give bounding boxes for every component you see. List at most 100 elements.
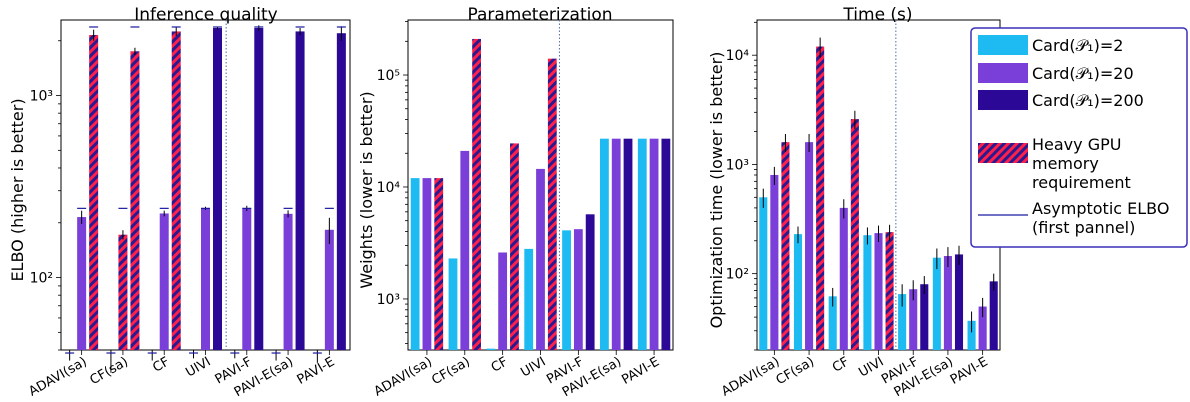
x-tick-label: PAVI-E (619, 354, 662, 387)
bar (460, 150, 470, 350)
x-tick-label: CF(sa) (88, 354, 131, 388)
panel-inference-quality: Inference quality ELBO (higher is better… (8, 5, 351, 400)
bar (524, 248, 534, 350)
legend-label-asymptote: Asymptotic ELBO (first pannel) (1032, 199, 1175, 237)
legend-label-card200: Card(𝒫₁)=200 (1032, 91, 1144, 110)
y-tick-label: 10² (30, 271, 53, 287)
x-tick-label: ADAVI(sa) (26, 354, 89, 399)
bar (562, 230, 571, 350)
bar (909, 289, 918, 350)
legend-label-card20: Card(𝒫₁)=20 (1032, 64, 1134, 83)
bar (201, 208, 210, 350)
bar (967, 320, 976, 350)
bar (885, 232, 894, 350)
bar (759, 197, 768, 350)
bar (130, 51, 140, 351)
bar (661, 138, 671, 350)
bar (600, 138, 609, 350)
y-tick-label: 10⁴ (726, 48, 750, 64)
bar (943, 256, 952, 350)
bar (816, 46, 825, 350)
legend: Card(𝒫₁)=2 Card(𝒫₁)=20 Card(𝒫₁)=200 Heav… (970, 27, 1188, 248)
legend-label-card2: Card(𝒫₁)=2 (1032, 36, 1123, 55)
bar (295, 31, 305, 350)
bar (118, 234, 128, 350)
legend-swatch-card200 (978, 90, 1028, 110)
bar (850, 119, 859, 350)
bar (77, 217, 87, 350)
bar (839, 207, 848, 350)
x-tick-label: UIVI (518, 354, 548, 380)
bar (472, 38, 481, 351)
bar (611, 138, 621, 350)
bar (498, 252, 508, 350)
bar (324, 229, 334, 350)
bar (536, 168, 545, 350)
panel-title: Inference quality (134, 5, 277, 25)
x-tick-label: UIVI (183, 354, 213, 380)
bar (978, 306, 987, 350)
y-tick-label: 10⁴ (377, 180, 401, 196)
bar (547, 58, 557, 351)
y-tick-label: 10⁵ (377, 68, 400, 84)
bar (781, 142, 790, 350)
bar (448, 258, 458, 350)
bar (898, 294, 907, 350)
bar (863, 235, 872, 350)
y-tick-label: 10³ (30, 89, 53, 105)
bar (989, 281, 998, 350)
x-tick-label: PAVI-E (295, 354, 338, 387)
bar (874, 233, 883, 350)
panel-title: Parameterization (467, 5, 612, 25)
bar (770, 175, 779, 350)
bar (573, 229, 583, 350)
y-axis-label: Weights (lower is better) (357, 91, 376, 288)
bar (805, 142, 814, 350)
y-axis-label: Optimization time (lower is better) (707, 52, 726, 329)
y-axis-label: ELBO (higher is better) (8, 98, 27, 281)
bar (434, 178, 444, 350)
legend-label-hatch: Heavy GPU memory requirement (1032, 135, 1131, 192)
legend-swatch-card20 (978, 63, 1028, 83)
x-tick-label: PAVI-E (948, 354, 991, 387)
legend-label-hatch-line-1: Heavy GPU (1032, 135, 1121, 154)
bar (213, 27, 222, 350)
panel-parameterization: Parameterization Weights (lower is bette… (357, 5, 674, 400)
legend-swatch-card2 (978, 35, 1028, 55)
y-tick-label: 10³ (726, 157, 749, 173)
panel-time: Time (s) Optimization time (lower is bet… (707, 5, 1001, 400)
y-tick-label: 10² (726, 267, 749, 283)
bar (171, 31, 181, 350)
bar (649, 138, 659, 350)
bar (828, 296, 837, 350)
bar (486, 348, 496, 350)
legend-label-asymptote-line-2: (first pannel) (1032, 218, 1135, 237)
x-tick-label: CF(sa) (774, 354, 817, 388)
bar (510, 143, 519, 350)
bar (954, 254, 964, 350)
x-tick-label: ADAVI(sa) (372, 354, 435, 399)
bar (920, 284, 929, 350)
bar (283, 213, 293, 350)
legend-swatch-hatch (978, 143, 1028, 163)
legend-label-asymptote-line-1: Asymptotic ELBO (1032, 199, 1169, 218)
x-tick-label: CF (489, 354, 511, 375)
bar (585, 214, 595, 350)
panel-title: Time (s) (842, 5, 912, 25)
legend-label-hatch-line-3: requirement (1032, 173, 1131, 192)
bar (422, 178, 432, 350)
bar (242, 208, 252, 350)
bar (637, 138, 647, 350)
x-tick-label: ADAVI(sa) (719, 354, 782, 399)
bar (89, 35, 99, 350)
bar (410, 178, 420, 350)
y-tick-label: 10³ (377, 292, 400, 308)
x-tick-label: CF (150, 354, 172, 375)
legend-label-hatch-line-2: memory (1032, 154, 1099, 173)
x-tick-label: CF(sa) (429, 354, 472, 388)
bar (623, 138, 633, 350)
bar (336, 33, 346, 351)
bar (932, 257, 941, 350)
x-tick-label: CF (830, 354, 852, 375)
